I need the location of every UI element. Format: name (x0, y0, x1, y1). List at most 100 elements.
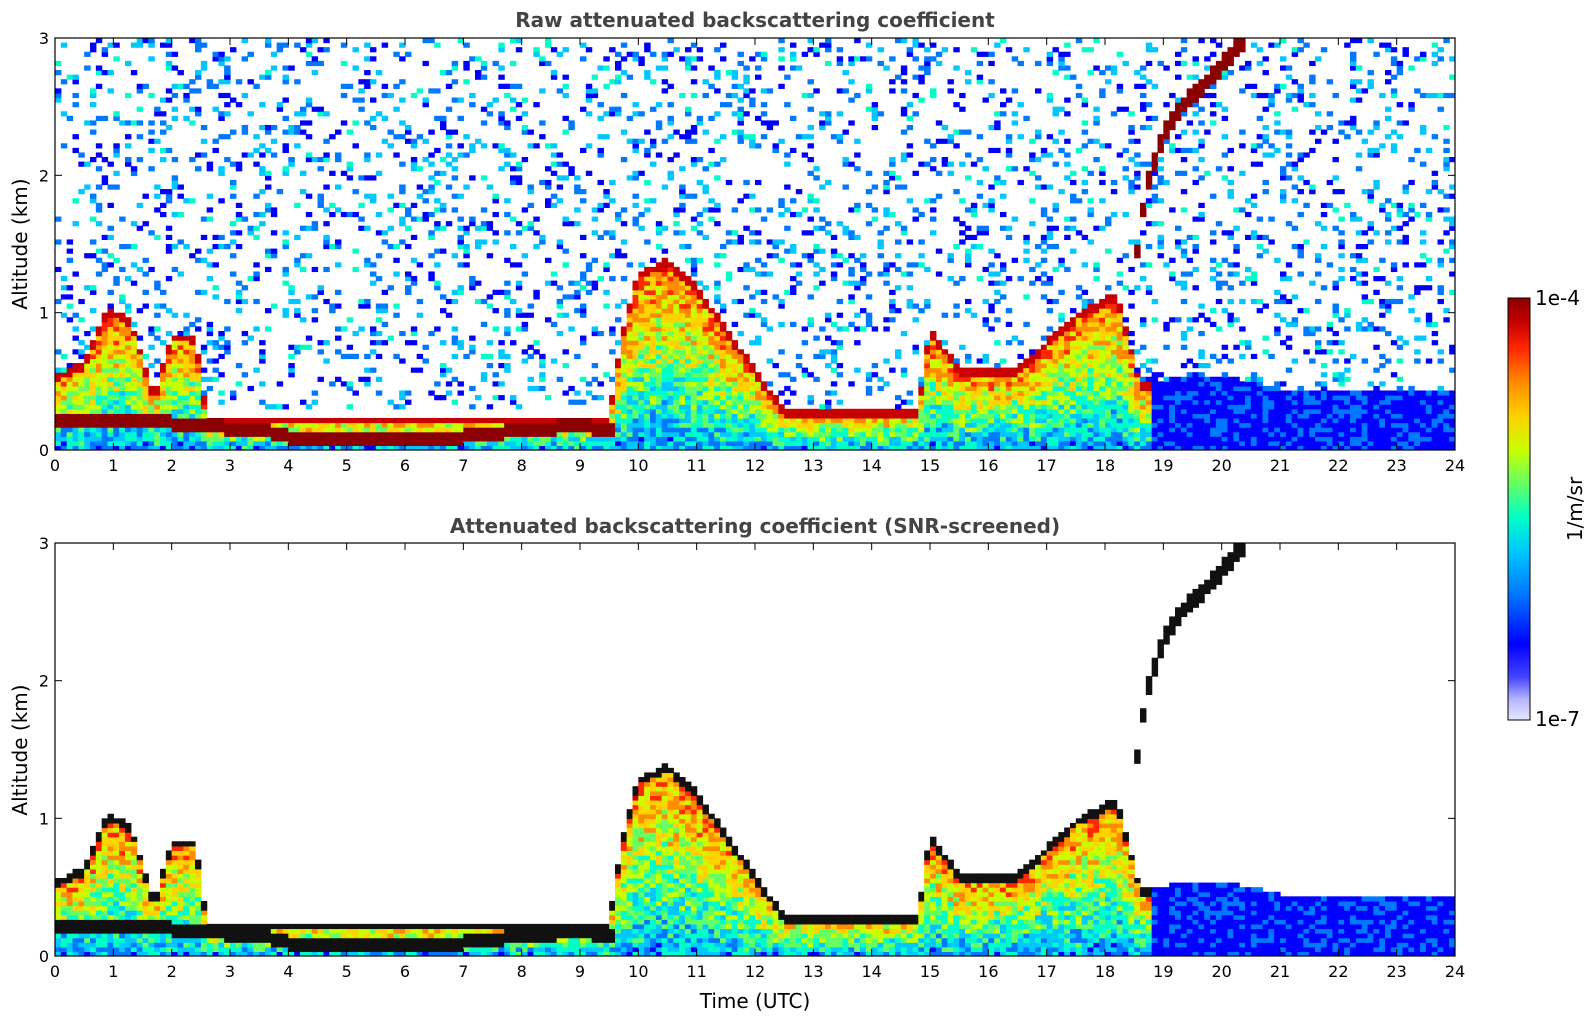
heat-cell (107, 289, 114, 295)
heat-cell (323, 445, 330, 450)
heat-cell (107, 445, 114, 450)
heat-cell (510, 436, 517, 442)
heat-cell (515, 262, 523, 268)
heat-cell (720, 363, 727, 369)
heat-cell (591, 440, 599, 447)
heat-cell (154, 385, 161, 392)
heat-cell (655, 408, 663, 414)
heat-cell (737, 198, 744, 204)
heat-cell (171, 358, 179, 364)
heat-cell (445, 83, 453, 89)
heat-cell (685, 353, 692, 360)
heat-cell (136, 349, 144, 355)
heat-cell (329, 134, 336, 140)
heat-cell (737, 298, 744, 305)
heat-cell (119, 372, 126, 378)
heat-cell (119, 399, 126, 405)
heat-cell (982, 440, 989, 447)
heat-cell (924, 372, 931, 378)
heat-cell (807, 422, 814, 428)
heat-cell (673, 445, 680, 450)
heat-cell (352, 211, 359, 218)
heat-cell (1046, 413, 1054, 419)
heat-cell (445, 184, 453, 190)
heat-cell (445, 312, 453, 318)
heat-cell (165, 349, 173, 355)
heat-cell (422, 358, 429, 364)
heat-cell (399, 422, 406, 428)
heat-cell (510, 395, 517, 401)
heat-cell (154, 280, 161, 286)
heat-cell (655, 65, 663, 71)
heat-cell (667, 367, 674, 373)
heat-cell (101, 399, 109, 405)
heat-cell (918, 440, 925, 447)
heat-cell (976, 436, 984, 442)
heat-cell (189, 88, 196, 94)
heat-cell (148, 390, 155, 396)
heat-cell (381, 427, 389, 433)
heat-cell (1017, 367, 1024, 373)
heat-cell (667, 353, 674, 360)
heat-cell (230, 417, 237, 424)
heat-cell (970, 207, 978, 213)
heat-cell (994, 408, 1001, 414)
heat-cell (265, 147, 272, 154)
heat-cell (620, 253, 628, 259)
heat-cell (650, 399, 657, 405)
heat-cell (696, 431, 704, 437)
heat-cell (685, 335, 692, 341)
heat-cell (795, 413, 803, 419)
heat-cell (235, 431, 243, 437)
heat-cell (889, 408, 896, 414)
heat-cell (638, 358, 645, 364)
heat-cell (912, 303, 919, 309)
heat-cell (107, 326, 114, 332)
heat-cell (130, 367, 138, 373)
heat-cell (393, 427, 400, 433)
heat-cell (749, 230, 756, 236)
heat-cell (661, 344, 669, 350)
heat-cell (655, 225, 663, 231)
heat-cell (620, 385, 628, 392)
heat-cell (994, 417, 1001, 424)
heat-cell (399, 395, 406, 401)
heat-cell (247, 385, 254, 392)
heat-cell (276, 440, 284, 447)
heat-cell (603, 417, 610, 424)
heat-cell (66, 372, 74, 378)
heat-cell (200, 376, 208, 382)
heat-cell (405, 225, 412, 231)
heat-cell (825, 230, 832, 236)
heat-cell (650, 138, 657, 144)
heat-cell (451, 175, 459, 181)
heat-cell (650, 106, 657, 112)
heat-cell (171, 51, 179, 57)
heat-cell (673, 363, 680, 369)
heat-cell (655, 221, 663, 227)
heat-cell (405, 445, 412, 450)
heat-cell (1017, 417, 1024, 424)
heat-cell (976, 427, 984, 433)
heat-cell (451, 298, 459, 305)
heat-cell (90, 445, 97, 450)
heat-cell (1052, 225, 1059, 231)
heat-cell (247, 230, 254, 236)
heat-cell (428, 175, 435, 181)
heat-cell (580, 198, 587, 204)
heat-cell (830, 427, 838, 433)
heat-cell (160, 390, 167, 396)
heat-cell (784, 385, 791, 392)
heat-cell (790, 51, 797, 57)
heat-cell (574, 417, 581, 424)
heat-cell (597, 179, 604, 186)
heat-cell (679, 385, 686, 392)
heat-cell (1000, 111, 1007, 117)
heat-cell (924, 303, 931, 309)
heat-cell (405, 431, 412, 437)
heat-cell (924, 367, 931, 373)
heat-cell (574, 175, 581, 181)
heat-cell (445, 390, 453, 396)
heat-cell (282, 115, 289, 121)
heat-cell (813, 413, 820, 419)
